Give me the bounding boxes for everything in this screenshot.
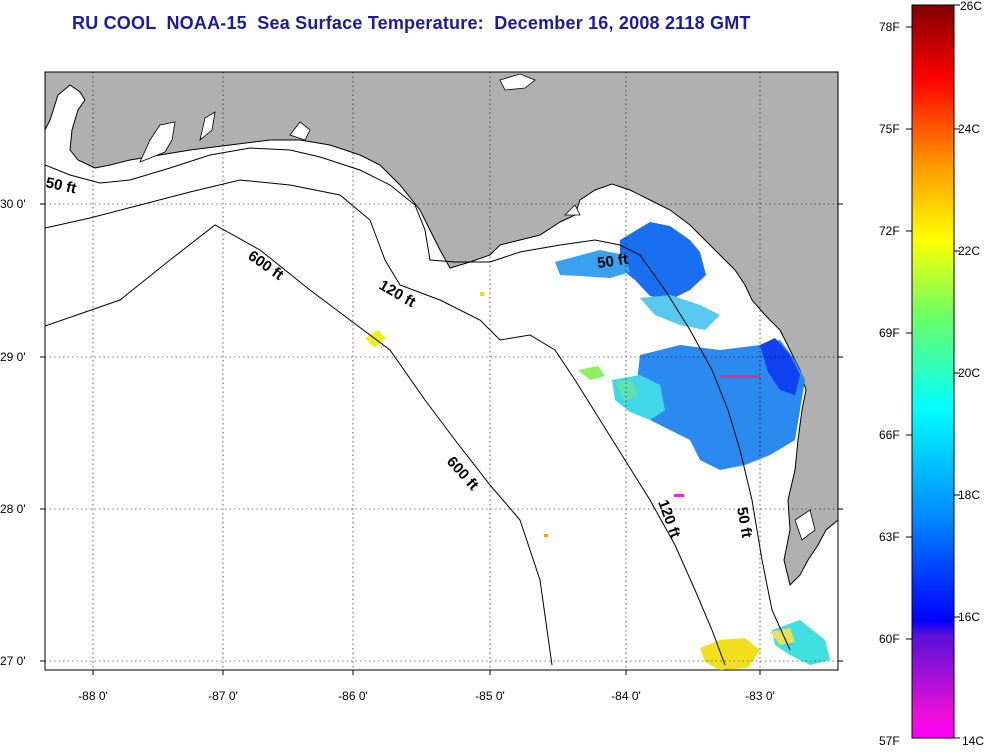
lat-tick-label: 28 0'	[0, 502, 26, 516]
colorbar-f-label: 72F	[879, 224, 900, 238]
colorbar-f-label: 57F	[879, 734, 900, 748]
colorbar-c-label: 20C	[958, 366, 980, 380]
colorbar-c-label: 26C	[960, 0, 982, 13]
sst-patch	[578, 366, 605, 380]
sst-patch	[635, 340, 805, 470]
contour-label-50ft: 50 ft	[733, 506, 755, 539]
axis-ticks	[40, 203, 843, 675]
lon-tick-label: -86 0'	[338, 689, 368, 703]
lat-tick-label: 30 0'	[0, 197, 26, 211]
colorbar-f-label: 60F	[879, 632, 900, 646]
water-bay	[794, 509, 816, 541]
lon-tick-label: -85 0'	[475, 689, 505, 703]
contour-120ft	[45, 179, 726, 666]
water-bay	[499, 73, 536, 91]
sst-patch	[720, 375, 760, 378]
contour-label-50ft: 50 ft	[44, 174, 78, 197]
colorbar-f-label: 66F	[879, 428, 900, 442]
colorbar-c-label: 22C	[958, 244, 980, 258]
sst-data	[365, 222, 830, 670]
sst-patch	[555, 250, 630, 278]
contour-label-50ft: 50 ft	[596, 251, 629, 272]
sst-patch	[700, 638, 760, 670]
colorbar-c-label: 18C	[958, 488, 980, 502]
water-bay	[199, 111, 216, 142]
lon-tick-label: -87 0'	[208, 689, 238, 703]
lat-tick-label: 29 0'	[0, 350, 26, 364]
colorbar-c-label: 16C	[958, 610, 980, 624]
land	[45, 72, 838, 586]
map-title: RU COOL NOAA-15 Sea Surface Temperature:…	[72, 13, 751, 33]
colorbar-ticks	[906, 4, 960, 739]
sst-patch	[620, 222, 706, 300]
lon-tick-label: -88 0'	[78, 689, 108, 703]
sst-patch	[674, 494, 684, 497]
lat-tick-label: 27 0'	[0, 654, 26, 668]
colorbar-c-label: 24C	[958, 122, 980, 136]
lon-tick-label: -83 0'	[745, 689, 775, 703]
sst-patch	[615, 380, 638, 402]
water-bay	[139, 121, 176, 163]
contour-600ft	[45, 224, 553, 666]
colorbar-f-label: 63F	[879, 530, 900, 544]
colorbar-c-label: 14C	[962, 734, 984, 748]
sst-patch	[760, 338, 800, 395]
sst-patch	[640, 295, 720, 330]
sst-patch	[770, 628, 795, 645]
sst-patch	[480, 292, 484, 296]
colorbar-f-label: 75F	[879, 122, 900, 136]
water-bay	[289, 121, 311, 141]
water-bay	[564, 204, 581, 216]
lon-tick-label: -84 0'	[611, 689, 641, 703]
colorbar-f-label: 78F	[879, 20, 900, 34]
contour-50ft	[45, 147, 791, 651]
sst-patch	[544, 534, 548, 537]
colorbar-f-label: 69F	[879, 326, 900, 340]
colorbar	[911, 4, 955, 739]
grid	[45, 72, 838, 670]
